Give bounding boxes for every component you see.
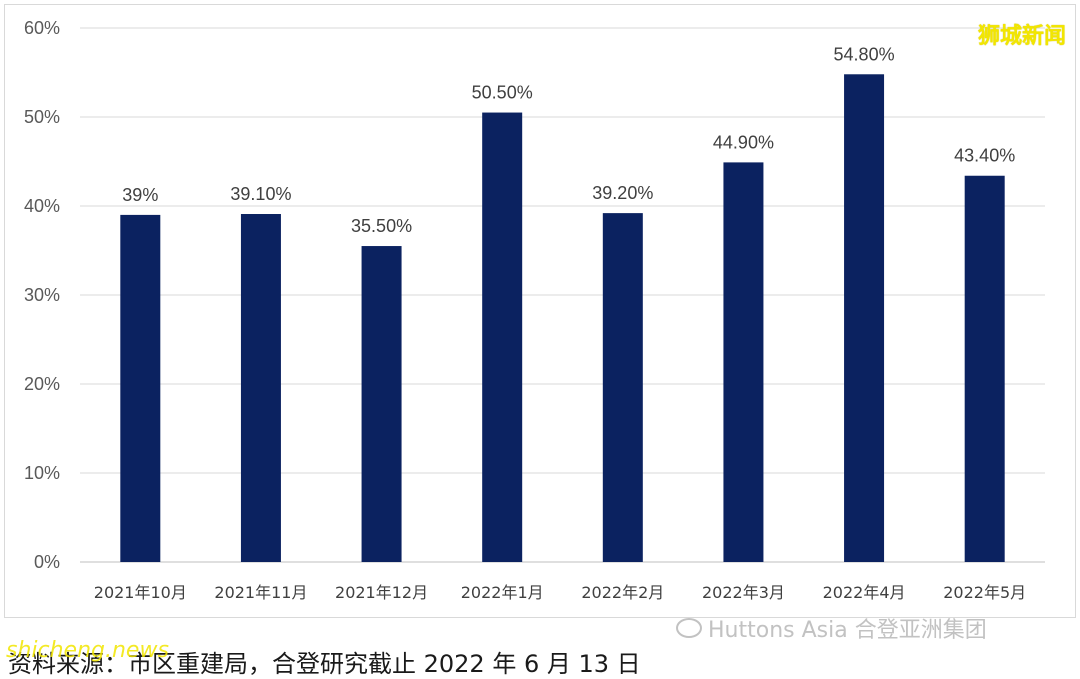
x-axis-labels: 2021年10月 2021年11月 2021年12月 2022年1月 2022年2月 20… xyxy=(94,583,1026,602)
y-tick-label: 30% xyxy=(24,285,60,305)
x-category-label: 2022年3月 xyxy=(702,583,785,602)
data-label: 39.10% xyxy=(230,184,291,204)
data-label: 35.50% xyxy=(351,216,412,236)
source-note: 资料来源：市区重建局，合登研究截止 2022 年 6 月 13 日 xyxy=(8,650,641,678)
data-label: 44.90% xyxy=(713,132,774,152)
data-label: 54.80% xyxy=(834,44,895,64)
y-tick-label: 20% xyxy=(24,374,60,394)
data-label: 39.20% xyxy=(592,183,653,203)
bars xyxy=(120,74,1005,563)
bar xyxy=(844,74,885,562)
watermark-logo: 狮城新闻 xyxy=(977,24,1066,49)
y-tick-label: 10% xyxy=(24,463,60,483)
brand-name: Huttons Asia 合登亚洲集团 xyxy=(708,618,987,643)
bar xyxy=(240,214,281,562)
chart-frame xyxy=(4,4,1076,618)
x-category-label: 2022年4月 xyxy=(823,583,906,602)
x-category-label: 2021年10月 xyxy=(94,583,187,602)
bar xyxy=(723,162,764,562)
x-category-label: 2022年2月 xyxy=(581,583,664,602)
y-tick-label: 60% xyxy=(24,18,60,38)
bar xyxy=(120,214,161,562)
y-tick-label: 40% xyxy=(24,196,60,216)
brand-footer: Huttons Asia 合登亚洲集团 xyxy=(676,612,987,644)
x-category-label: 2021年12月 xyxy=(335,583,428,602)
bar xyxy=(361,246,402,563)
bar xyxy=(482,112,523,563)
bar-chart: 0% 10% 20% 30% 40% 50% 60% 39% 39.10% 35.50% 50.5… xyxy=(24,18,1045,602)
y-tick-label: 0% xyxy=(34,552,60,572)
wechat-icon xyxy=(676,618,702,638)
data-label: 43.40% xyxy=(954,146,1015,166)
data-label: 39% xyxy=(122,185,158,205)
grid-lines xyxy=(80,27,1045,563)
y-tick-label: 50% xyxy=(24,107,60,127)
data-labels: 39% 39.10% 35.50% 50.50% 39.20% 44.90% 54.80% 4… xyxy=(122,44,1015,236)
site-watermark: shicheng.news xyxy=(6,638,169,663)
x-category-label: 2022年1月 xyxy=(461,583,544,602)
x-category-label: 2022年5月 xyxy=(943,583,1026,602)
bar xyxy=(602,213,643,562)
bar xyxy=(964,175,1005,563)
x-category-label: 2021年11月 xyxy=(214,583,307,602)
data-label: 50.50% xyxy=(472,83,533,103)
y-axis-ticks: 0% 10% 20% 30% 40% 50% 60% xyxy=(24,18,60,572)
